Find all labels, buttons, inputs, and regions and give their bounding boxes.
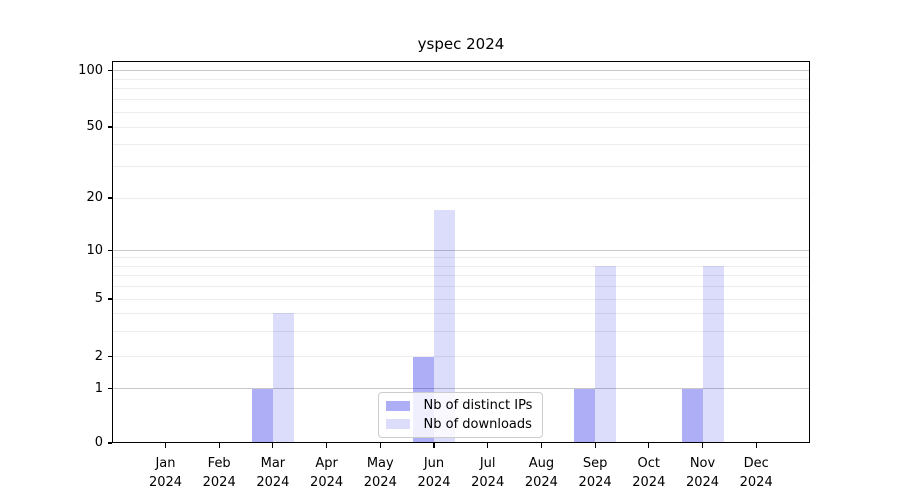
y-tick-1: [107, 387, 112, 390]
legend-item-distinct-ips: Nb of distinct IPs: [385, 398, 535, 414]
legend-swatch-distinct-ips: [385, 400, 410, 412]
gridline-minor-60: [113, 111, 809, 113]
y-tick-2: [107, 356, 112, 358]
gridline-minor-4: [113, 312, 809, 314]
y-tick-20: [107, 197, 112, 199]
bar-nb-of-distinct-ips-sep: [574, 388, 596, 443]
x-tick-1: [218, 443, 220, 448]
y-tick-label-100: 100: [78, 62, 103, 78]
x-tick-6: [487, 443, 489, 448]
y-tick-50: [107, 126, 112, 128]
gridline-minor-20: [113, 197, 809, 199]
bar-nb-of-downloads-mar: [272, 313, 294, 443]
gridline-minor-30: [113, 166, 809, 168]
x-tick-8: [594, 443, 596, 448]
gridline-minor-50: [113, 126, 809, 128]
x-tick-label-may: May 2024: [363, 456, 397, 490]
y-tick-5: [107, 298, 112, 300]
y-tick-0: [107, 442, 112, 444]
x-tick-label-mar: Mar 2024: [256, 456, 290, 490]
legend: Nb of distinct IPs Nb of downloads: [377, 392, 543, 438]
bar-nb-of-distinct-ips-nov: [681, 388, 703, 443]
x-tick-label-dec: Dec 2024: [739, 456, 773, 490]
x-tick-label-sep: Sep 2024: [578, 456, 612, 490]
bar-nb-of-distinct-ips-mar: [251, 388, 273, 443]
y-tick-10: [107, 249, 112, 252]
x-tick-label-aug: Aug 2024: [524, 456, 558, 490]
x-tick-label-nov: Nov 2024: [685, 456, 720, 490]
x-tick-label-oct: Oct 2024: [632, 456, 666, 490]
gridline-minor-6: [113, 285, 809, 287]
legend-label-downloads: Nb of downloads: [423, 416, 532, 432]
y-tick-label-1: 1: [94, 380, 103, 396]
x-tick-label-apr: Apr 2024: [310, 456, 344, 490]
gridline-minor-3: [113, 330, 809, 332]
legend-swatch-downloads: [385, 418, 410, 430]
x-tick-label-jun: Jun 2024: [417, 456, 451, 490]
y-tick-label-0: 0: [94, 435, 103, 450]
y-tick-label-20: 20: [86, 190, 103, 205]
gridline-minor-5: [113, 298, 809, 300]
legend-label-distinct-ips: Nb of distinct IPs: [423, 398, 533, 414]
x-tick-11: [755, 443, 757, 448]
x-tick-7: [540, 443, 542, 448]
bar-nb-of-downloads-sep: [595, 266, 617, 443]
bar-nb-of-downloads-jun: [434, 210, 455, 443]
x-tick-10: [701, 443, 704, 448]
gridline-major-10: [113, 250, 809, 251]
x-tick-5: [433, 443, 435, 448]
x-tick-4: [379, 443, 381, 448]
x-tick-0: [164, 443, 167, 448]
y-tick-label-2: 2: [94, 348, 103, 364]
gridline-minor-7: [113, 274, 809, 276]
x-tick-3: [326, 443, 328, 448]
y-tick-100: [107, 70, 112, 72]
x-tick-9: [648, 443, 650, 448]
x-tick-label-jan: Jan 2024: [148, 456, 183, 490]
x-tick-label-feb: Feb 2024: [202, 456, 236, 490]
x-tick-2: [272, 443, 274, 448]
gridline-minor-80: [113, 88, 809, 90]
gridline-minor-9: [113, 257, 809, 259]
y-tick-label-50: 50: [86, 119, 103, 134]
x-tick-label-jul: Jul 2024: [471, 456, 505, 490]
gridline-minor-8: [113, 265, 809, 267]
gridline-major-100: [113, 70, 809, 72]
gridline-major-1: [113, 388, 809, 389]
gridline-minor-90: [113, 78, 809, 80]
y-tick-label-10: 10: [86, 242, 103, 258]
legend-item-downloads: Nb of downloads: [385, 416, 535, 432]
y-tick-label-5: 5: [94, 291, 103, 306]
gridline-minor-2: [113, 356, 809, 358]
chart-title: yspec 2024: [417, 35, 505, 53]
gridline-minor-70: [113, 99, 809, 101]
gridline-minor-40: [113, 143, 809, 145]
bar-nb-of-downloads-nov: [702, 266, 724, 443]
